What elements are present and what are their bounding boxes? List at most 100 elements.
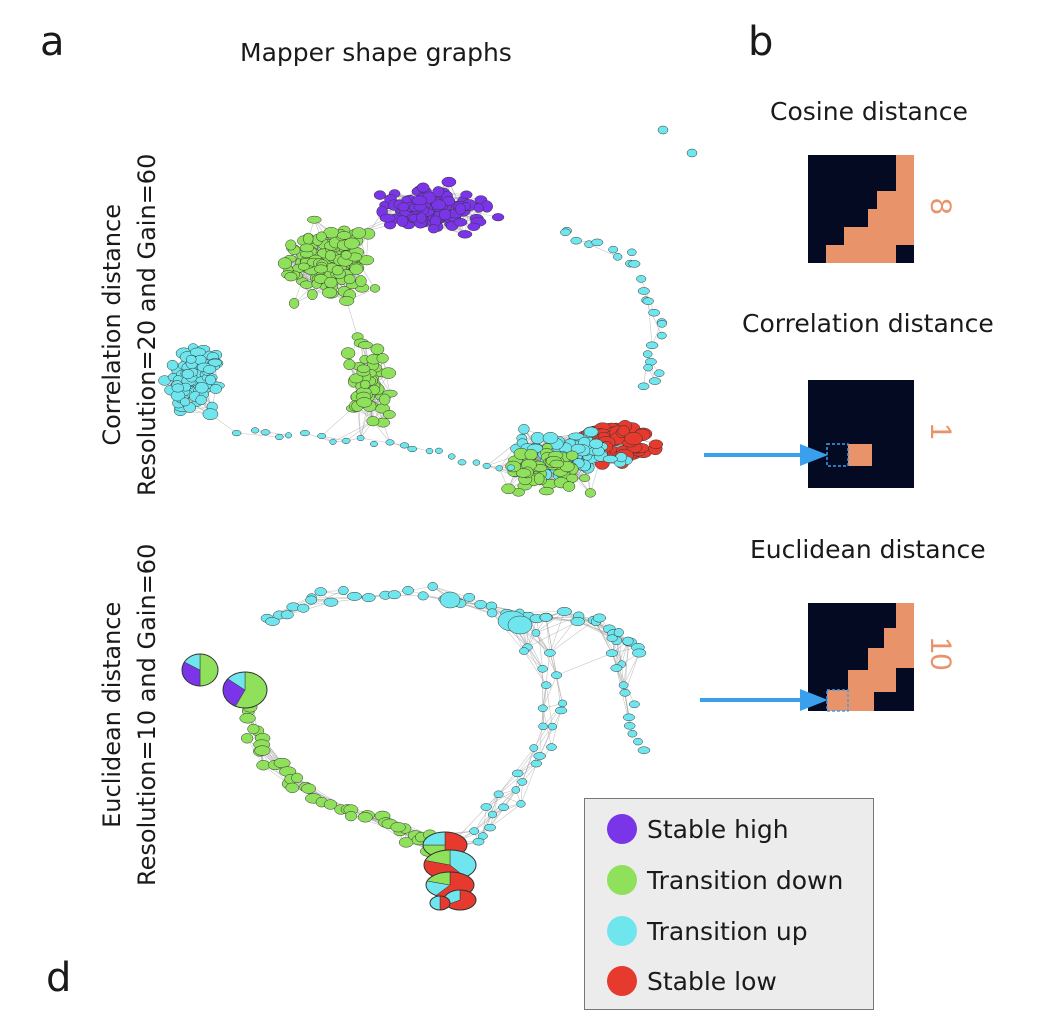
graph-node xyxy=(260,429,271,436)
graph-edge xyxy=(539,726,553,757)
graph-node xyxy=(291,772,303,784)
graph-node xyxy=(251,427,260,434)
graph-node xyxy=(570,617,585,626)
graph-node xyxy=(397,202,410,212)
graph-node xyxy=(538,722,548,731)
graph-node xyxy=(299,243,315,253)
pie-outline xyxy=(429,895,451,911)
graph-node xyxy=(498,803,510,812)
legend-swatch xyxy=(607,916,637,946)
graph-node xyxy=(654,369,665,377)
graph-node xyxy=(324,276,338,289)
graph-edge xyxy=(489,803,522,828)
graph-edge xyxy=(489,794,499,828)
graph-node xyxy=(407,445,418,453)
graph-node xyxy=(530,431,545,445)
graph-node xyxy=(301,783,317,794)
matrix-euclidean: 10 xyxy=(700,603,957,712)
graph-node xyxy=(608,245,619,254)
graph-node xyxy=(570,236,582,245)
panel-label-a: a xyxy=(40,19,65,65)
graph-edge xyxy=(556,652,613,676)
legend-swatch xyxy=(607,865,637,895)
graph-node xyxy=(316,231,327,242)
graph-node xyxy=(195,381,209,394)
graph-edge xyxy=(527,621,578,648)
graph-pie-node xyxy=(429,895,451,911)
graph-node xyxy=(417,591,429,601)
graph-node xyxy=(501,483,516,495)
graph-edge xyxy=(645,300,663,336)
graph-node xyxy=(589,438,603,449)
graph-node xyxy=(610,664,623,672)
graph-node xyxy=(560,228,571,237)
graph-node xyxy=(583,426,599,438)
graph-node xyxy=(376,353,389,364)
arrow-euclidean-head xyxy=(800,689,828,711)
graph-node xyxy=(628,260,641,268)
graph-node xyxy=(202,408,219,421)
graph-node xyxy=(642,350,653,358)
graph-node xyxy=(439,208,452,221)
graph-node xyxy=(484,823,496,832)
graph-node xyxy=(369,284,381,293)
graph-edge xyxy=(360,437,405,446)
graph-node xyxy=(493,790,504,799)
graph-node xyxy=(519,647,529,655)
graph-node xyxy=(323,597,339,607)
matrix-correlation: 1 xyxy=(704,380,957,488)
graph-node xyxy=(280,610,294,620)
graph-node xyxy=(411,195,428,206)
graph-node xyxy=(256,760,271,771)
graph-node xyxy=(570,443,586,454)
graph-node xyxy=(314,587,327,597)
graph-node xyxy=(360,380,371,389)
matrix-title-cosine: Cosine distance xyxy=(770,97,968,126)
graph-node xyxy=(606,634,618,642)
graph-node xyxy=(305,595,318,605)
graph-node xyxy=(474,600,487,609)
graph-node xyxy=(622,713,635,722)
graph-node xyxy=(300,280,314,289)
graph-edge xyxy=(474,807,504,832)
graph-node xyxy=(627,729,638,738)
graph-node xyxy=(618,681,629,689)
graph-node xyxy=(613,253,623,261)
matrix-title-euclidean: Euclidean distance xyxy=(750,535,986,564)
graph-node xyxy=(239,713,256,724)
graph-node xyxy=(453,218,468,227)
legend-swatch xyxy=(607,814,637,844)
graph-node xyxy=(317,432,327,440)
graph-edge xyxy=(473,789,516,832)
graph-node xyxy=(622,636,634,646)
graph-node xyxy=(347,591,362,601)
graph-node xyxy=(341,437,351,444)
graph-edge xyxy=(545,617,557,676)
graph-node xyxy=(648,439,664,450)
graph-node xyxy=(358,341,373,349)
graph-node xyxy=(623,722,636,730)
graph-node xyxy=(642,297,654,305)
graph-node xyxy=(627,248,637,257)
arrow-correlation-head xyxy=(800,444,828,466)
legend-swatch xyxy=(607,966,637,996)
graph-node xyxy=(657,320,667,328)
graph-node xyxy=(511,769,524,778)
graph-node xyxy=(469,827,480,835)
graph-node xyxy=(657,125,669,135)
graph-node xyxy=(275,433,284,441)
graph-node xyxy=(209,384,222,394)
graph-node xyxy=(542,432,559,444)
graph-node xyxy=(297,262,310,271)
graph-node xyxy=(529,744,539,752)
graph-edge xyxy=(498,763,537,795)
graph-node xyxy=(615,452,628,463)
matrix-correlation-value: 1 xyxy=(924,423,957,440)
graph-node xyxy=(427,224,440,234)
graph-node xyxy=(584,488,596,498)
graph-node xyxy=(643,363,653,372)
pie-outline xyxy=(222,671,268,709)
graph-node xyxy=(619,689,631,697)
graph-node xyxy=(303,232,314,245)
legend: Stable high Transition down Transition u… xyxy=(584,798,874,1010)
